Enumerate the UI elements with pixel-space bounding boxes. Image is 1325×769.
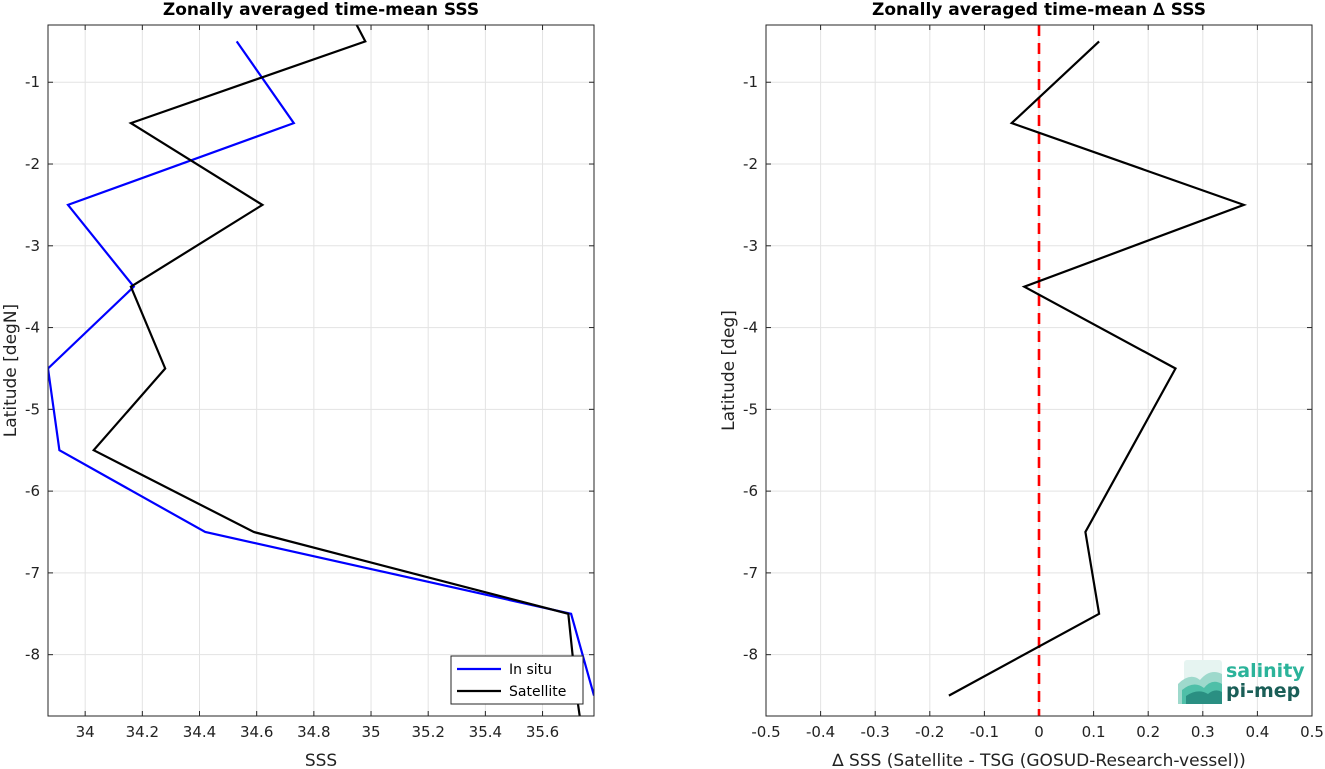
x-tick-label: 35.6 [526,723,559,741]
logo-wave-front [1186,690,1222,704]
y-tick-label: -8 [743,646,758,664]
y-tick-label: -3 [25,237,40,255]
y-tick-label: -7 [743,564,758,582]
y-tick-label: -6 [25,482,40,500]
x-tick-label: -0.3 [861,723,890,741]
legend-label: In situ [509,662,552,678]
y-axis-label: Latitude [deg] [719,310,739,431]
y-axis-label: Latitude [degN] [1,304,21,437]
chart-title: Zonally averaged time-mean SSS [163,0,479,20]
y-tick-label: -5 [743,400,758,418]
y-tick-label: -3 [743,237,758,255]
series-line-1 [48,40,594,696]
x-tick-label: -0.5 [751,723,780,741]
y-tick-label: -4 [743,319,758,337]
legend-box [450,655,584,705]
y-tick-label: -2 [743,155,758,173]
y-tick-label: -6 [743,482,758,500]
y-tick-label: -4 [25,319,40,337]
logo-text-pi-mep: pi-mep [1226,680,1300,702]
x-tick-label: 35 [361,723,380,741]
x-tick-label: -0.4 [806,723,835,741]
legend: In situ Satellite [450,655,584,705]
y-tick-label: -1 [743,73,758,91]
x-tick-label: 34.2 [126,723,159,741]
x-axis-label: SSS [305,751,337,769]
x-axis-label: ∆ SSS (Satellite - TSG (GOSUD-Research-v… [831,751,1246,769]
y-tick-label: -7 [25,564,40,582]
x-tick-label: 0.4 [1245,723,1269,741]
x-tick-label: 0 [1034,723,1044,741]
x-tick-label: -0.1 [970,723,999,741]
panel-1: 34 34.2 34.4 34.6 34.8 35 35.2 35.4 35.6 -1 -2 -3 -4… [1,0,595,769]
x-tick-label: -0.2 [915,723,944,741]
x-tick-label: 34 [76,723,95,741]
x-tick-label: 35.2 [411,723,444,741]
logo-text-salinity: salinity [1226,660,1305,682]
logo-graphic [1178,660,1222,704]
y-tick-label: -8 [25,646,40,664]
x-tick-label: 35.4 [469,723,502,741]
x-tick-label: 0.1 [1082,723,1106,741]
plot-area [48,25,594,716]
x-tick-label: 0.5 [1300,723,1324,741]
x-tick-label: 0.3 [1191,723,1215,741]
panel-2: -0.5 -0.4 -0.3 -0.2 -0.1 0 0.1 0.2 0.3 0.4 0.5 -1 -2… [719,0,1324,769]
axes-box [765,24,1313,717]
series-line-2 [91,25,581,716]
y-tick-label: -2 [25,155,40,173]
axes-box [47,24,595,717]
x-tick-label: 34.4 [183,723,216,741]
x-tick-label: 34.8 [297,723,330,741]
y-tick-label: -1 [25,73,40,91]
x-tick-label: 34.6 [240,723,273,741]
legend-label: Satellite [509,684,566,700]
chart-title: Zonally averaged time-mean ∆ SSS [872,0,1206,20]
series-line-1 [948,40,1248,697]
x-tick-label: 0.2 [1136,723,1160,741]
y-tick-label: -5 [25,400,40,418]
